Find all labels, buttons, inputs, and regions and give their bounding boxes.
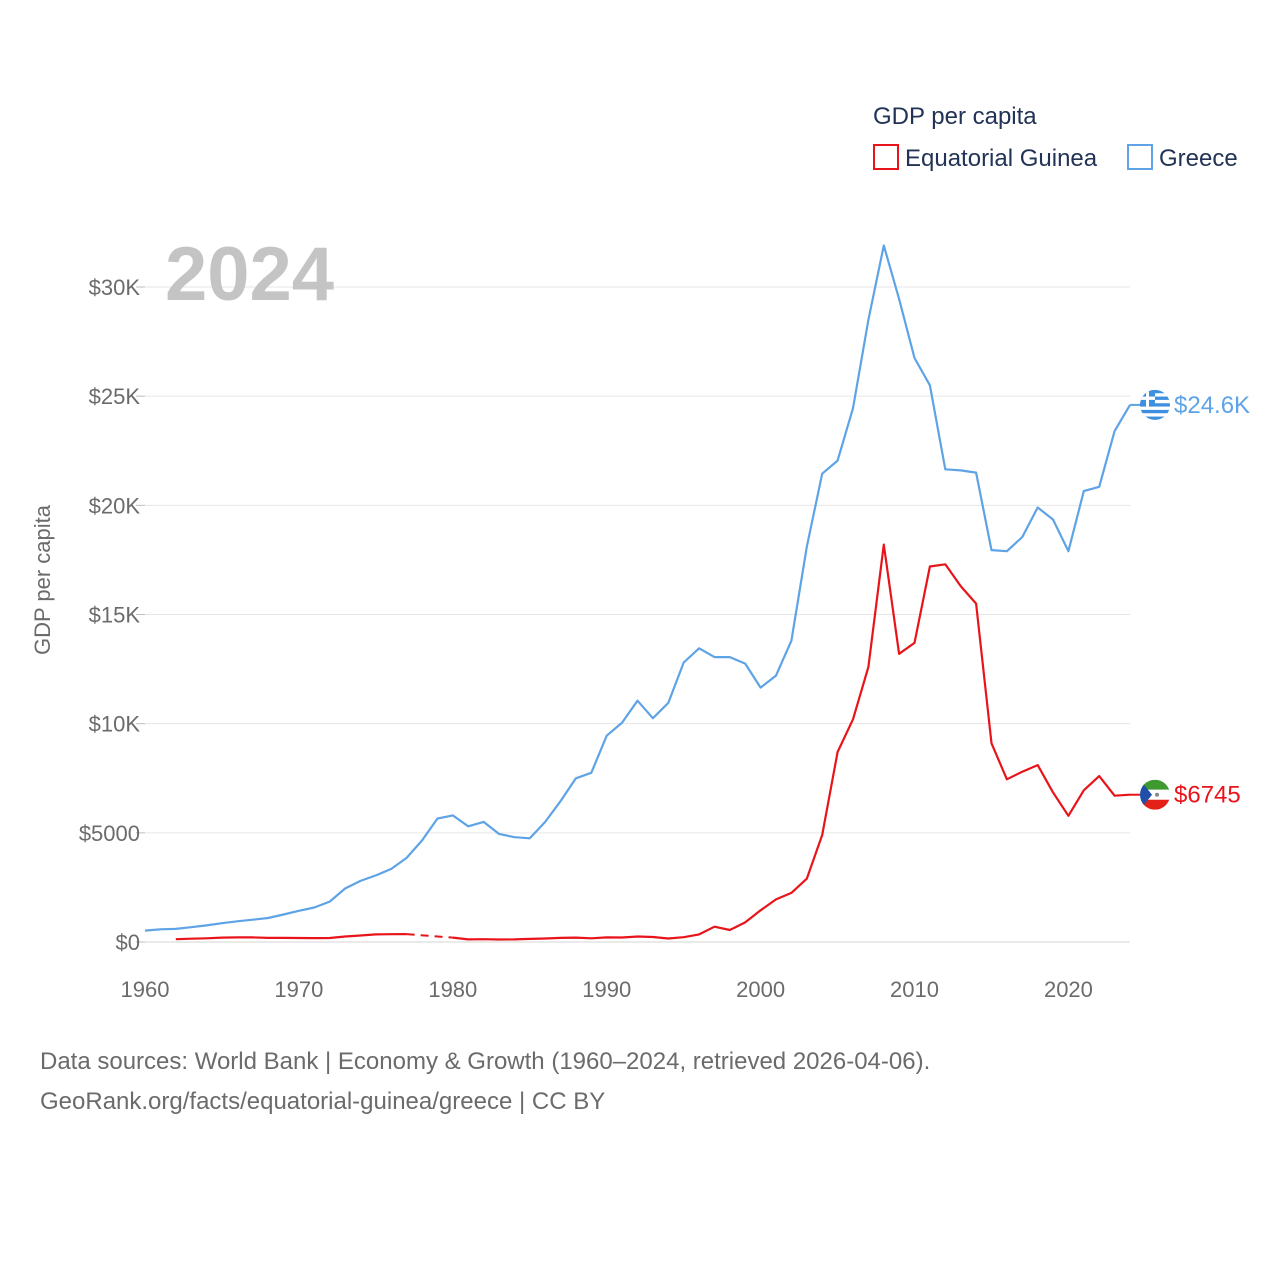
y-tick-label: $30K	[89, 275, 141, 300]
legend-title: GDP per capita	[873, 103, 1037, 130]
legend-label-greece: Greece	[1159, 145, 1238, 172]
series-line-equatorial-guinea	[175, 932, 407, 941]
x-tick-label: 1980	[428, 977, 477, 1002]
legend-item-greece[interactable]: Greece	[1127, 144, 1238, 172]
x-tick-label: 1990	[582, 977, 631, 1002]
x-tick-label: 1960	[121, 977, 170, 1002]
y-axis-label: GDP per capita	[30, 504, 55, 655]
legend-swatch-equatorial-guinea	[873, 144, 899, 170]
series-line-equatorial-guinea	[452, 543, 1131, 941]
legend-item-equatorial-guinea[interactable]: Equatorial Guinea	[873, 144, 1098, 172]
y-tick-label: $10K	[89, 712, 141, 737]
year-label: 2024	[165, 232, 334, 317]
x-tick-label: 2000	[736, 977, 785, 1002]
end-value-label: $24.6K	[1174, 392, 1250, 419]
series-line-greece	[144, 244, 1131, 932]
x-tick-label: 1970	[274, 977, 323, 1002]
y-tick-label: $25K	[89, 384, 141, 409]
y-tick-label: $5000	[79, 821, 140, 846]
y-tick-label: $20K	[89, 493, 141, 518]
series-lines	[144, 244, 1131, 941]
legend-swatch-greece	[1127, 144, 1153, 170]
x-tick-label: 2020	[1044, 977, 1093, 1002]
x-tick-label: 2010	[890, 977, 939, 1002]
source-line-2[interactable]: GeoRank.org/facts/equatorial-guinea/gree…	[40, 1088, 606, 1115]
y-tick-label: $15K	[89, 603, 141, 628]
legend: GDP per capita Equatorial Guinea Greece	[873, 103, 1238, 172]
greece-flag-icon	[1140, 389, 1170, 420]
series-end-labels: $6745 $24.6K	[1130, 389, 1250, 810]
equatorial-guinea-flag-icon	[1140, 779, 1170, 810]
x-axis-ticks: 1960 1970 1980 1990 2000 2010 2020	[121, 977, 1093, 1002]
source-note: Data sources: World Bank | Economy & Gro…	[40, 1042, 930, 1122]
series-gap-equatorial-guinea	[406, 933, 453, 939]
y-axis-ticks: $0 $5000 $10K $15K $20K $25K $30K	[79, 275, 145, 955]
gridlines	[145, 286, 1130, 943]
source-line-1: Data sources: World Bank | Economy & Gro…	[40, 1048, 931, 1075]
legend-label-equatorial-guinea: Equatorial Guinea	[905, 145, 1098, 172]
y-tick-label: $0	[116, 930, 140, 955]
end-value-label: $6745	[1174, 782, 1241, 809]
